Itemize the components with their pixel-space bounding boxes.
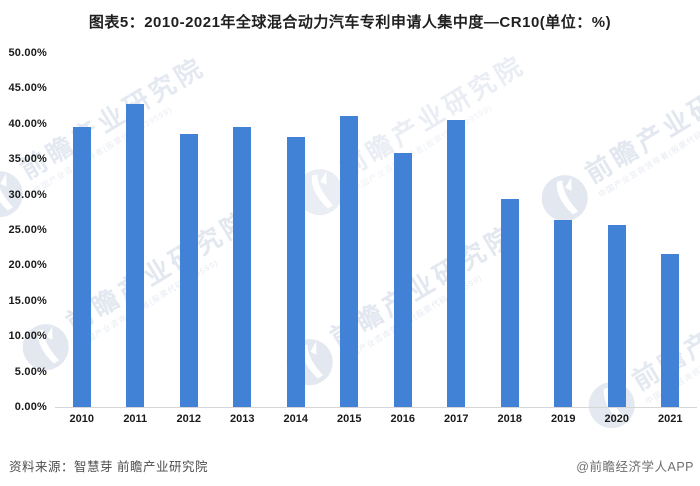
bar-column-2020: [590, 53, 644, 407]
source-note: 资料来源：智慧芽 前瞻产业研究院: [9, 460, 208, 474]
bar-column-2016: [376, 53, 430, 407]
y-tick-label: 20.00%: [8, 259, 47, 272]
brand-credit: @前瞻经济学人APP: [576, 460, 694, 474]
bar-column-2013: [216, 53, 270, 407]
y-tick-label: 30.00%: [8, 188, 47, 201]
bar-2014: [286, 137, 305, 407]
x-tick-label-2015: 2015: [337, 413, 362, 425]
x-axis: 2010 2011 2012 2013 2014 2015 2016 2017 2018 2019…: [55, 413, 697, 425]
x-tick-label-2019: 2019: [551, 413, 576, 425]
x-tick-label-2017: 2017: [444, 413, 469, 425]
bar-column-2019: [537, 53, 591, 407]
watermark: 前瞻产业研究院中国产业咨询领导者(股票代码:839599): [533, 54, 700, 229]
watermark: 前瞻产业研究院中国产业咨询领导者(股票代码:839599): [14, 203, 264, 378]
bar-column-2014: [269, 53, 323, 407]
bar-column-2010: [55, 53, 109, 407]
bar-column-2018: [483, 53, 537, 407]
y-tick-label: 15.00%: [8, 294, 47, 307]
x-tick-label-2016: 2016: [390, 413, 415, 425]
bar-2021: [661, 254, 680, 407]
x-tick-label-2010: 2010: [69, 413, 94, 425]
y-tick-label: 5.00%: [14, 365, 47, 378]
qianzhan-logo-icon: [296, 169, 343, 216]
y-tick-label: 40.00%: [8, 117, 47, 130]
bar-2019: [554, 220, 573, 407]
qianzhan-logo-icon: [541, 175, 588, 222]
y-tick-label: 25.00%: [8, 224, 47, 236]
y-tick-label: 10.00%: [8, 330, 47, 343]
bar-column-2021: [644, 53, 698, 407]
bar-2011: [126, 103, 145, 407]
bar-2018: [500, 198, 519, 407]
x-tick-label-2011: 2011: [123, 413, 148, 425]
bar-column-2011: [109, 53, 163, 407]
qianzhan-logo-icon: [0, 171, 23, 218]
bar-2016: [393, 152, 412, 407]
bar-2010: [72, 126, 91, 407]
plot-area: [55, 53, 697, 408]
bar-column-2017: [430, 53, 484, 407]
chart-title: 图表5：2010-2021年全球混合动力汽车专利申请人集中度—CR10(单位：%…: [88, 14, 612, 31]
x-tick-label-2020: 2020: [604, 413, 629, 425]
x-tick-label-2018: 2018: [497, 413, 522, 425]
watermark: 前瞻产业研究院中国产业咨询领导者(股票代码:839599): [0, 50, 218, 225]
y-axis: 50.00% 45.00% 40.00% 35.00% 30.00% 25.00% 20.0…: [0, 47, 47, 413]
x-tick-label-2021: 2021: [658, 413, 683, 425]
x-tick-label-2013: 2013: [230, 413, 255, 425]
x-tick-label-2014: 2014: [283, 413, 308, 425]
y-tick-label: 35.00%: [8, 153, 47, 166]
watermark: 前瞻产业研究院中国产业咨询领导者(股票代码:839599): [288, 48, 538, 223]
bar-2013: [233, 126, 252, 407]
y-tick-label: 50.00%: [8, 47, 47, 59]
bar-2012: [179, 134, 198, 407]
bar-2015: [340, 116, 359, 407]
bar-2017: [447, 119, 466, 407]
qianzhan-logo-icon: [22, 324, 69, 371]
bar-column-2012: [162, 53, 216, 407]
bar-column-2015: [323, 53, 377, 407]
y-tick-label: 0.00%: [14, 401, 47, 413]
x-tick-label-2012: 2012: [176, 413, 201, 425]
bar-2020: [607, 225, 626, 407]
y-tick-label: 45.00%: [8, 82, 47, 95]
